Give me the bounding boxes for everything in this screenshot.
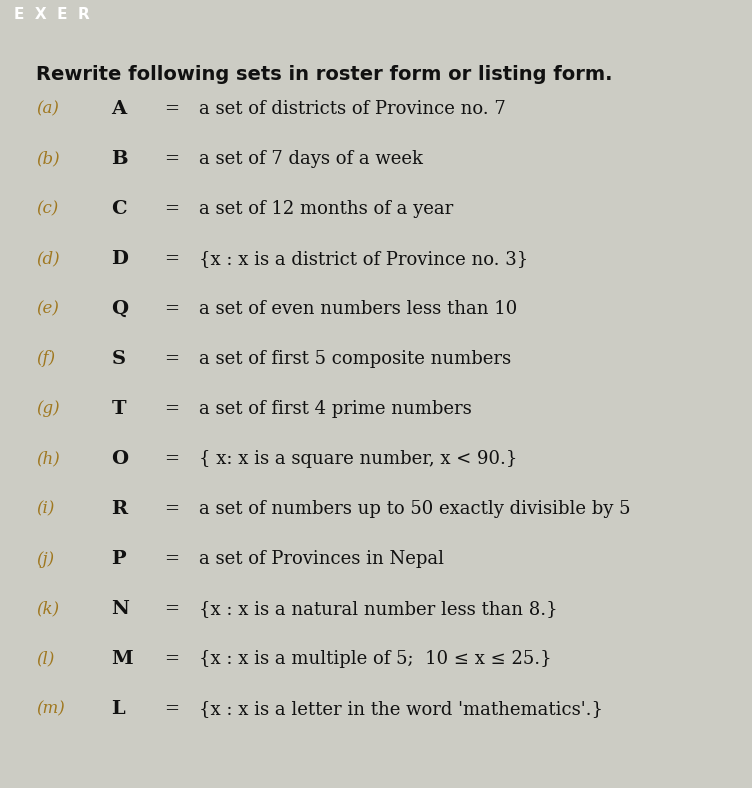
Text: (l): (l): [36, 651, 54, 667]
Text: N: N: [111, 600, 129, 618]
Text: =: =: [164, 150, 179, 168]
Text: S: S: [111, 350, 126, 368]
Text: a set of first 5 composite numbers: a set of first 5 composite numbers: [199, 350, 511, 368]
Text: A: A: [111, 100, 126, 117]
Text: (f): (f): [36, 351, 55, 367]
Text: =: =: [164, 500, 179, 518]
Text: (i): (i): [36, 500, 54, 518]
Text: a set of numbers up to 50 exactly divisible by 5: a set of numbers up to 50 exactly divisi…: [199, 500, 631, 518]
Text: (a): (a): [36, 100, 59, 117]
Text: (h): (h): [36, 451, 60, 467]
Text: T: T: [111, 400, 126, 418]
Text: =: =: [164, 701, 179, 718]
Text: a set of 7 days of a week: a set of 7 days of a week: [199, 150, 423, 168]
Text: =: =: [164, 250, 179, 268]
Text: {x : x is a district of Province no. 3}: {x : x is a district of Province no. 3}: [199, 250, 529, 268]
Text: =: =: [164, 600, 179, 618]
Text: { x: x is a square number, x < 90.}: { x: x is a square number, x < 90.}: [199, 450, 517, 468]
Text: (g): (g): [36, 400, 59, 418]
Text: B: B: [111, 150, 128, 168]
Text: a set of districts of Province no. 7: a set of districts of Province no. 7: [199, 100, 506, 117]
Text: E  X  E  R: E X E R: [14, 7, 89, 23]
Text: O: O: [111, 450, 129, 468]
Text: D: D: [111, 250, 129, 268]
Text: =: =: [164, 550, 179, 568]
Text: a set of first 4 prime numbers: a set of first 4 prime numbers: [199, 400, 472, 418]
Text: {x : x is a letter in the word 'mathematics'.}: {x : x is a letter in the word 'mathemat…: [199, 701, 603, 718]
Text: P: P: [111, 550, 126, 568]
Text: (m): (m): [36, 701, 65, 718]
Text: Q: Q: [111, 300, 129, 318]
Text: =: =: [164, 200, 179, 217]
Text: L: L: [111, 701, 125, 718]
Text: (c): (c): [36, 200, 59, 217]
Text: a set of Provinces in Nepal: a set of Provinces in Nepal: [199, 550, 444, 568]
Text: =: =: [164, 400, 179, 418]
Text: a set of 12 months of a year: a set of 12 months of a year: [199, 200, 453, 217]
Text: a set of even numbers less than 10: a set of even numbers less than 10: [199, 300, 517, 318]
Text: =: =: [164, 350, 179, 368]
Text: C: C: [111, 200, 127, 217]
Text: =: =: [164, 100, 179, 117]
Text: Rewrite following sets in roster form or listing form.: Rewrite following sets in roster form or…: [36, 65, 613, 84]
Text: =: =: [164, 300, 179, 318]
Text: {x : x is a multiple of 5;  10 ≤ x ≤ 25.}: {x : x is a multiple of 5; 10 ≤ x ≤ 25.}: [199, 650, 552, 668]
Text: (b): (b): [36, 151, 59, 167]
Text: {x : x is a natural number less than 8.}: {x : x is a natural number less than 8.}: [199, 600, 558, 618]
Text: (e): (e): [36, 300, 59, 318]
Text: =: =: [164, 450, 179, 468]
Text: R: R: [111, 500, 127, 518]
Text: M: M: [111, 650, 133, 668]
Text: (k): (k): [36, 600, 59, 618]
Text: =: =: [164, 650, 179, 668]
Text: (j): (j): [36, 551, 54, 567]
Text: (d): (d): [36, 251, 59, 267]
